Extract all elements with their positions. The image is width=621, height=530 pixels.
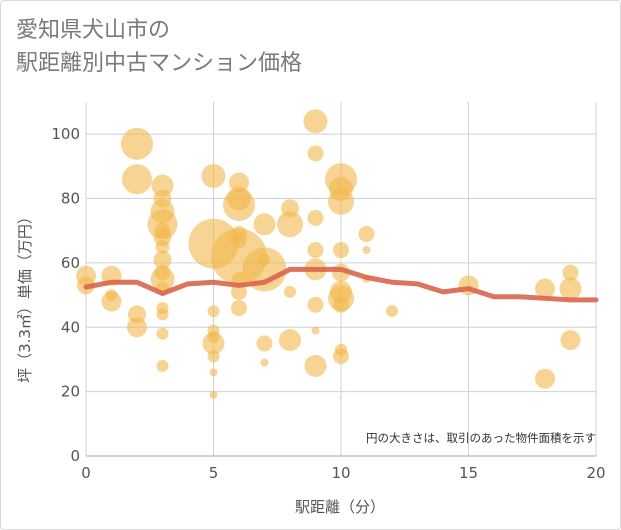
bubble-point xyxy=(562,264,579,281)
title-line-1: 愛知県犬山市の xyxy=(16,18,171,43)
bubble-point xyxy=(535,278,555,299)
y-tick-label: 40 xyxy=(61,318,80,336)
size-note: 円の大きさは、取引のあった物件面積を示す xyxy=(366,431,596,445)
bubble-point xyxy=(202,332,225,355)
bubble-point xyxy=(121,127,153,160)
bubble-point xyxy=(559,277,582,300)
y-tick-label: 80 xyxy=(61,190,80,208)
bubble-point xyxy=(256,335,273,352)
grid-lines xyxy=(85,102,597,457)
bubble-point xyxy=(231,299,247,316)
bubble-point xyxy=(560,330,581,351)
bubble-point xyxy=(307,242,324,259)
bubble-point xyxy=(311,326,320,335)
trend-layer xyxy=(83,266,599,303)
x-tick-label: 5 xyxy=(209,464,219,482)
trend-line xyxy=(83,266,599,303)
tick-labels: 0 20 40 60 80 100 0 5 10 15 20 xyxy=(51,125,605,482)
bubble-point xyxy=(535,368,555,389)
bubble-point xyxy=(156,327,169,340)
y-tick-label: 0 xyxy=(70,447,80,465)
bubble-point xyxy=(150,267,175,291)
bubble-layer xyxy=(76,109,582,400)
bubble-point xyxy=(260,358,269,367)
bubble-point xyxy=(127,317,147,338)
bubble-point xyxy=(279,329,301,352)
bubble-point xyxy=(201,164,226,189)
bubble-point xyxy=(340,397,342,400)
bubble-point xyxy=(156,308,169,321)
y-axis-label: 坪（3.3㎡）単価（万円） xyxy=(16,209,34,383)
bubble-point xyxy=(333,348,349,365)
bubble-point xyxy=(304,354,327,377)
y-tick-label: 100 xyxy=(51,125,80,143)
bubble-point xyxy=(209,368,218,377)
bubble-point xyxy=(242,247,287,292)
bubble-point xyxy=(155,239,170,254)
bubble-point xyxy=(151,174,174,197)
bubble-point xyxy=(122,164,152,195)
bubble-point xyxy=(333,296,349,313)
chart-title: 愛知県犬山市の 駅距離別中古マンション価格 xyxy=(16,14,302,80)
x-tick-label: 15 xyxy=(459,464,478,482)
bubble-point xyxy=(156,359,169,372)
x-axis-label: 駅距離（分） xyxy=(295,498,385,516)
bubble-point xyxy=(105,289,118,302)
y-tick-label: 20 xyxy=(61,383,80,401)
bubble-point xyxy=(209,390,218,399)
bubble-point xyxy=(307,209,324,226)
x-tick-label: 20 xyxy=(586,464,605,482)
bubble-point xyxy=(333,242,349,259)
bubble-point xyxy=(277,211,303,238)
bubble-point xyxy=(207,350,220,363)
bubble-point xyxy=(328,188,354,215)
bubble-point xyxy=(207,305,220,318)
bubble-point xyxy=(284,285,296,298)
bubble-point xyxy=(231,283,247,300)
y-tick-label: 60 xyxy=(61,254,80,272)
bubble-point xyxy=(358,225,375,242)
bubble-point xyxy=(307,296,324,313)
x-tick-label: 0 xyxy=(81,464,91,482)
bubble-point xyxy=(386,305,398,318)
bubble-point xyxy=(153,250,172,269)
title-line-2: 駅距離別中古マンション価格 xyxy=(16,51,303,76)
bubble-point xyxy=(253,213,276,236)
bubble-point xyxy=(362,246,371,255)
bubble-point xyxy=(223,188,255,221)
x-tick-label: 10 xyxy=(331,464,350,482)
bubble-point xyxy=(303,109,328,134)
bubble-point xyxy=(307,145,324,162)
bubble-point xyxy=(229,172,249,193)
